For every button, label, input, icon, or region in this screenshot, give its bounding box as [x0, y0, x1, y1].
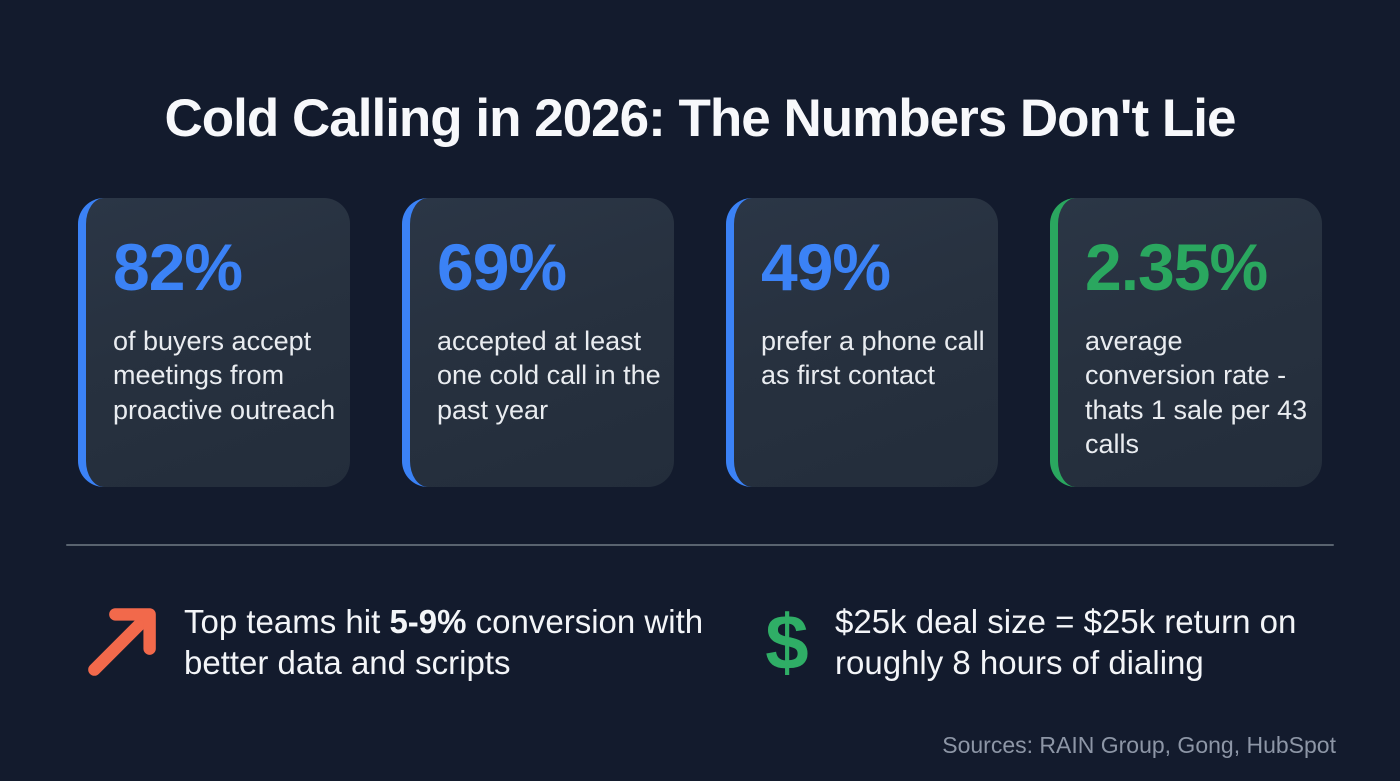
- horizontal-divider: [66, 544, 1334, 546]
- stat-card-buyers-accept: 82% of buyers accept meetings from proac…: [78, 198, 350, 487]
- dollar-sign-icon: $: [763, 600, 811, 684]
- stat-card-accepted-cold-call: 69% accepted at least one cold call in t…: [402, 198, 674, 487]
- stat-description: prefer a phone call as first contact: [761, 326, 985, 391]
- stat-value: 49%: [761, 230, 891, 304]
- highlight-deal-size: $ $25k deal size = $25k return on roughl…: [763, 600, 1360, 684]
- stat-value: 2.35%: [1085, 230, 1268, 304]
- highlight-top-teams: Top teams hit 5-9% conversion with bette…: [80, 600, 709, 684]
- trend-up-arrow-icon: [80, 600, 164, 684]
- stat-description: accepted at least one cold call in the p…: [437, 326, 661, 425]
- highlight-text-bold: 5-9%: [389, 603, 467, 640]
- stat-description: of buyers accept meetings from proactive…: [113, 326, 336, 425]
- page-title: Cold Calling in 2026: The Numbers Don't …: [164, 89, 1237, 148]
- highlight-text: $25k deal size = $25k return on roughly …: [835, 603, 1297, 682]
- stat-card-prefer-phone: 49% prefer a phone call as first contact: [726, 198, 998, 487]
- stat-description: average conversion rate - thats 1 sale p…: [1085, 326, 1308, 459]
- highlight-text-prefix: Top teams hit: [184, 603, 390, 640]
- highlight-text: Top teams hit 5-9% conversion with bette…: [184, 600, 709, 684]
- stat-card-row: 82% of buyers accept meetings from proac…: [78, 198, 1322, 487]
- dollar-glyph: $: [765, 598, 809, 686]
- stat-value: 69%: [437, 230, 567, 304]
- sources-note: Sources: RAIN Group, Gong, HubSpot: [942, 732, 1336, 758]
- stat-card-conversion-rate: 2.35% average conversion rate - thats 1 …: [1050, 198, 1322, 487]
- stat-value: 82%: [113, 230, 243, 304]
- highlight-text-suffix: conversion with better data and scripts: [184, 603, 704, 682]
